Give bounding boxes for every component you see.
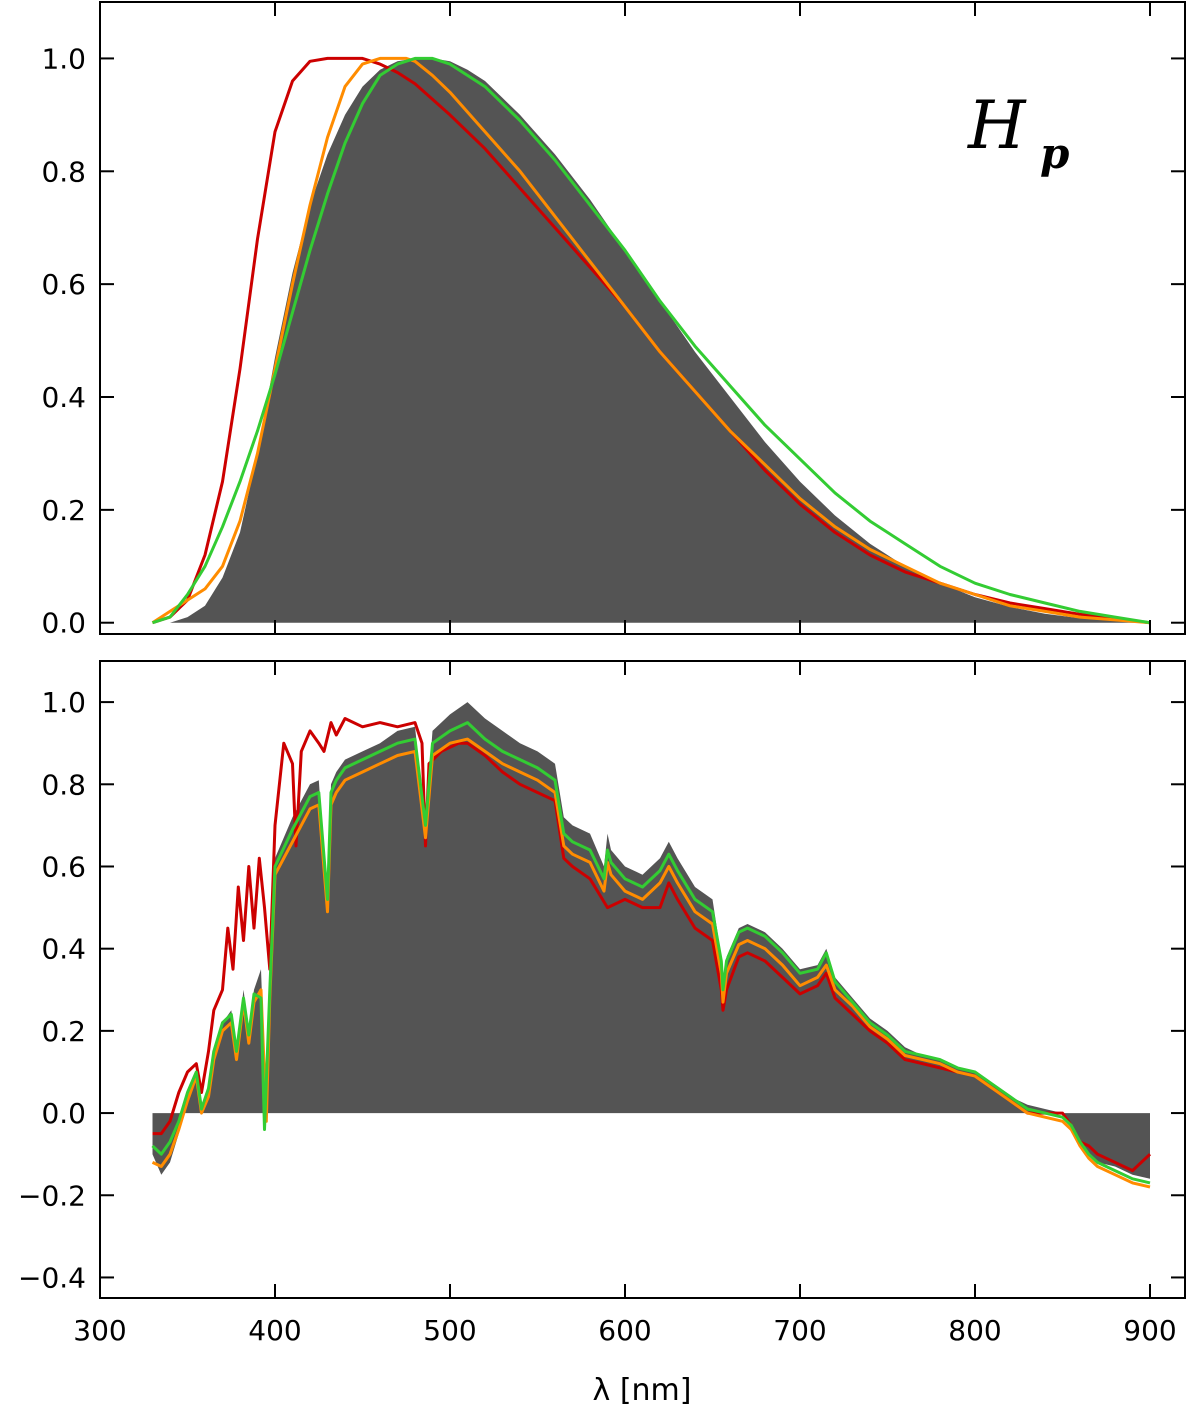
top-series-green bbox=[152, 56, 1151, 625]
top-ytick-label: 0.6 bbox=[41, 268, 86, 301]
bottom-series-layer bbox=[151, 717, 1152, 1189]
bottom-ytick-label: 0.8 bbox=[41, 768, 86, 801]
top-ytick-label: 0.2 bbox=[41, 494, 86, 527]
bottom-ytick-label: 1.0 bbox=[41, 686, 86, 719]
bottom-xtick-label: 400 bbox=[248, 1314, 301, 1347]
bottom-ytick-label: 0.6 bbox=[41, 850, 86, 883]
bottom-xtick-label: 700 bbox=[773, 1314, 826, 1347]
band-annotation-sub: p bbox=[1040, 129, 1069, 178]
top-ytick-label: 0.4 bbox=[41, 381, 86, 414]
bottom-xtick-label: 900 bbox=[1123, 1314, 1176, 1347]
panel-bottom: −0.4 −0.2 0.0 0.2 0.4 0.6 0.8 1.0 300 400 500 600 70… bbox=[18, 660, 1186, 1408]
bottom-ytick-label: −0.2 bbox=[18, 1179, 86, 1212]
bottom-ytick-label: 0.4 bbox=[41, 933, 86, 966]
top-series-layer bbox=[151, 56, 1151, 625]
top-plot-frame bbox=[99, 1, 1186, 635]
band-annotation-main: H bbox=[967, 87, 1027, 164]
panel-top: 0.0 0.2 0.4 0.6 0.8 1.0 H p bbox=[41, 1, 1186, 640]
bottom-xtick-label: 600 bbox=[598, 1314, 651, 1347]
bottom-plot-frame bbox=[99, 660, 1186, 1299]
bottom-fill-layer bbox=[152, 702, 1150, 1179]
bottom-response-area bbox=[152, 702, 1150, 1179]
top-ytick-label: 0.8 bbox=[41, 155, 86, 188]
bottom-ytick-label: −0.4 bbox=[18, 1261, 86, 1294]
top-series-orange bbox=[151, 56, 1151, 625]
band-annotation: H p bbox=[967, 87, 1069, 178]
x-axis-label: λ [nm] bbox=[593, 1373, 692, 1408]
bottom-ticks-layer: −0.4 −0.2 0.0 0.2 0.4 0.6 0.8 1.0 300 400 500 600 70… bbox=[18, 661, 1185, 1347]
bottom-series-red bbox=[152, 717, 1152, 1173]
bottom-xtick-label: 800 bbox=[948, 1314, 1001, 1347]
bottom-xtick-label: 500 bbox=[423, 1314, 476, 1347]
bottom-ytick-label: 0.2 bbox=[41, 1015, 86, 1048]
bottom-xtick-label: 300 bbox=[73, 1314, 126, 1347]
top-ytick-label: 1.0 bbox=[41, 42, 86, 75]
bottom-series-green bbox=[151, 721, 1151, 1185]
top-ticks-layer: 0.0 0.2 0.4 0.6 0.8 1.0 bbox=[41, 2, 1185, 640]
top-ytick-label: 0.0 bbox=[41, 607, 86, 640]
bottom-ytick-label: 0.0 bbox=[41, 1097, 86, 1130]
